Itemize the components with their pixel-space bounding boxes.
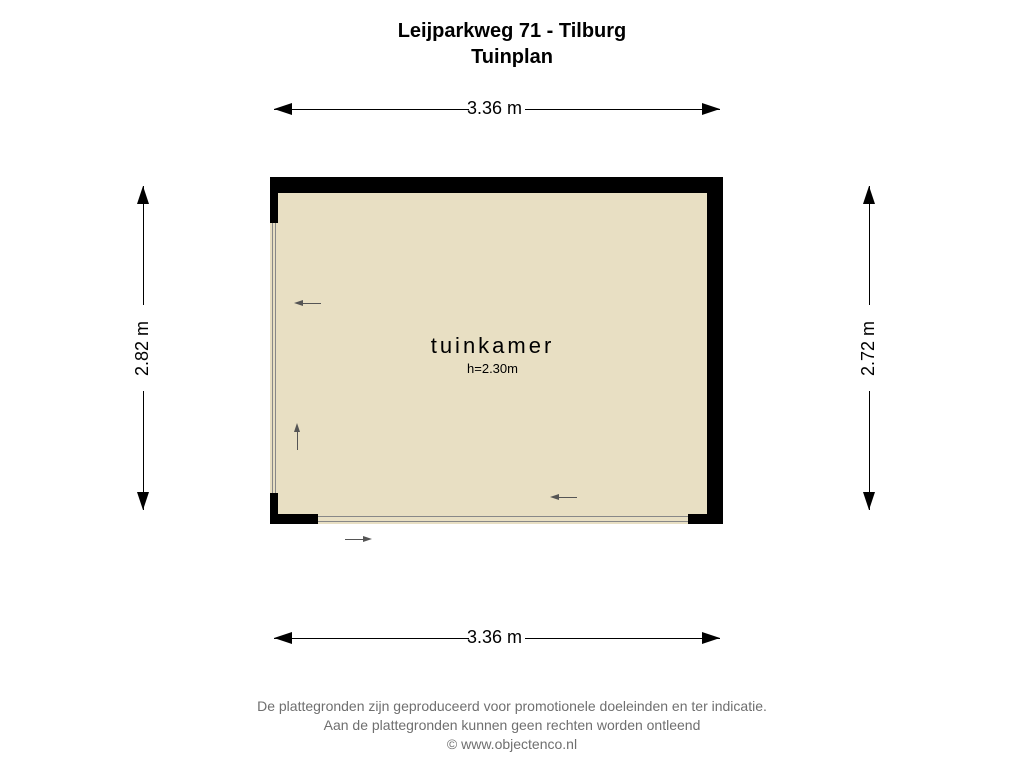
title-line-2: Tuinplan [0, 44, 1024, 70]
title-block: Leijparkweg 71 - Tilburg Tuinplan [0, 18, 1024, 70]
bottom-door-track [318, 516, 688, 517]
footer-copyright: © www.objectenco.nl [0, 735, 1024, 754]
footer-block: De plattegronden zijn geproduceerd voor … [0, 697, 1024, 754]
bottom-door-track [318, 521, 688, 522]
footer-line: De plattegronden zijn geproduceerd voor … [0, 697, 1024, 716]
room-height-label: h=2.30m [278, 361, 707, 376]
dimension-label: 3.36 m [467, 627, 522, 648]
room-name-label: tuinkamer [278, 333, 707, 359]
left-door-track [272, 223, 273, 493]
title-line-1: Leijparkweg 71 - Tilburg [0, 18, 1024, 44]
footer-line: Aan de plattegronden kunnen geen rechten… [0, 716, 1024, 735]
dimension-label: 2.72 m [858, 321, 879, 376]
dimension-label: 2.82 m [132, 321, 153, 376]
dimension-label: 3.36 m [467, 98, 522, 119]
room-interior: tuinkamer h=2.30m [278, 193, 707, 514]
left-door-track [275, 223, 276, 493]
